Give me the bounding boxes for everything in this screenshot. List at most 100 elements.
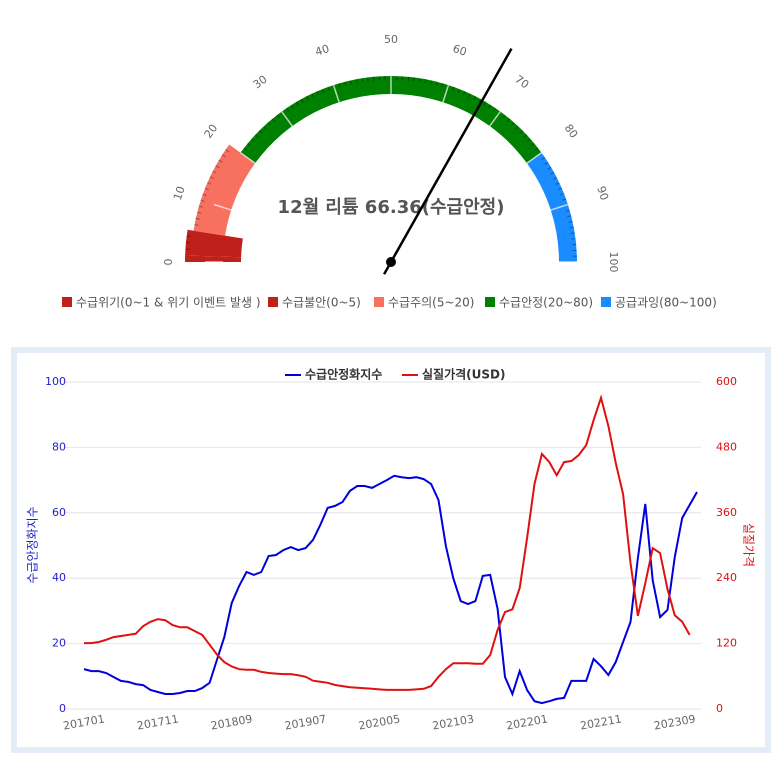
gauge-tick-label: 90 [594, 185, 611, 202]
gauge-minor [418, 78, 421, 83]
gauge-minor [550, 171, 555, 175]
gauge-minor [290, 104, 294, 109]
gauge-tick [442, 84, 450, 103]
gauge-minor [355, 79, 358, 84]
gauge-minor [300, 98, 304, 103]
gauge-minor [527, 138, 531, 143]
gauge-title: 12월 리튬 66.36(수급안정) [278, 197, 505, 218]
gauge-minor [569, 226, 574, 229]
legend-swatch [374, 297, 384, 307]
gauge-minor [430, 80, 433, 85]
gauge-minor [506, 118, 510, 123]
gauge-minor [200, 199, 205, 202]
gauge-needle [383, 48, 513, 275]
gauge-band [193, 144, 256, 236]
gauge-minor [207, 182, 212, 185]
gauge-minor [295, 101, 299, 106]
gauge-minor [344, 81, 347, 86]
y2-tick-label: 360 [716, 506, 737, 519]
gauge-minor [218, 159, 223, 163]
gauge-minor [316, 91, 320, 96]
y2-tick-label: 600 [716, 375, 737, 388]
gauge-minor [209, 176, 214, 179]
gauge-tick-label: 70 [512, 73, 531, 92]
gauge-minor [202, 193, 207, 197]
gauge-minor [322, 88, 325, 93]
gauge-minor [468, 93, 471, 98]
gauge-minor [547, 166, 552, 170]
gauge-minor [272, 118, 276, 123]
gauge-tick-label: 50 [384, 33, 398, 46]
gauge-minor [338, 83, 341, 88]
y-tick-label: 40 [52, 571, 66, 584]
gauge-minor [557, 187, 562, 191]
gauge-band [185, 229, 243, 258]
gauge-minor [197, 211, 202, 214]
gauge-minor [562, 198, 567, 201]
gauge-minor [492, 107, 496, 112]
gauge-minor [565, 209, 570, 212]
gauge-tick [240, 152, 256, 164]
legend-swatch [62, 297, 72, 307]
gauge-tick-label: 40 [314, 42, 331, 59]
gauge-tick [489, 111, 501, 127]
gauge-minor [473, 96, 476, 101]
gauge-tick-label: 20 [202, 122, 221, 141]
gauge-minor [457, 88, 460, 93]
gauge-minor [267, 122, 272, 126]
gauge-minor [515, 126, 519, 130]
gauge-minor [413, 77, 415, 82]
gauge-band [185, 255, 242, 262]
gauge-minor [560, 193, 565, 196]
series-line [84, 394, 691, 691]
gauge-minor [367, 77, 369, 82]
gauge-minor [198, 205, 203, 208]
gauge-minor [243, 147, 248, 151]
gauge-tick-label: 10 [171, 185, 188, 202]
y-tick-label: 80 [52, 440, 66, 453]
gauge-tick [332, 84, 340, 103]
y2-tick-label: 480 [716, 440, 737, 453]
gauge-minor [195, 217, 200, 220]
gauge-tick-label: 100 [607, 252, 620, 273]
y2-tick-label: 0 [716, 702, 723, 715]
y-tick-label: 0 [59, 702, 66, 715]
gauge-tick [281, 111, 293, 127]
y2-tick-label: 120 [716, 637, 737, 650]
y-tick-label: 60 [52, 506, 66, 519]
gauge-minor [435, 81, 438, 86]
gauge-minor [259, 130, 263, 134]
legend-label: 수급안정화지수 [305, 367, 382, 382]
y-axis-label: 수급안정화지수 [26, 506, 40, 583]
gauge-minor [567, 215, 572, 218]
gauge-minor [523, 134, 527, 138]
gauge-minor [194, 224, 199, 226]
legend-label: 실질가격(USD) [422, 367, 505, 382]
gauge-minor [225, 149, 230, 153]
gauge-minor [541, 157, 546, 161]
gauge-band [240, 75, 542, 164]
gauge-minor [544, 161, 549, 165]
gauge-minor [286, 107, 290, 112]
gauge-minor [568, 220, 573, 223]
gauge-minor [186, 235, 191, 238]
y2-tick-label: 240 [716, 571, 737, 584]
gauge-tick [550, 203, 569, 211]
gauge-minor [534, 147, 539, 151]
gauge-minor [478, 98, 482, 103]
gauge-minor [502, 114, 506, 119]
legend-label: 공급과잉(80~100) [615, 296, 717, 310]
gauge-minor [555, 182, 560, 185]
gauge-band [526, 152, 577, 262]
gauge-minor [571, 238, 576, 240]
y-tick-label: 100 [45, 375, 66, 388]
gauge-minor [483, 101, 487, 106]
gauge-tick-label: 80 [562, 122, 581, 141]
y2-axis-label: 실질가격 [742, 523, 756, 567]
gauge-minor [349, 80, 352, 85]
y-tick-label: 20 [52, 637, 66, 650]
legend-swatch [268, 297, 278, 307]
gauge-minor [361, 78, 364, 83]
